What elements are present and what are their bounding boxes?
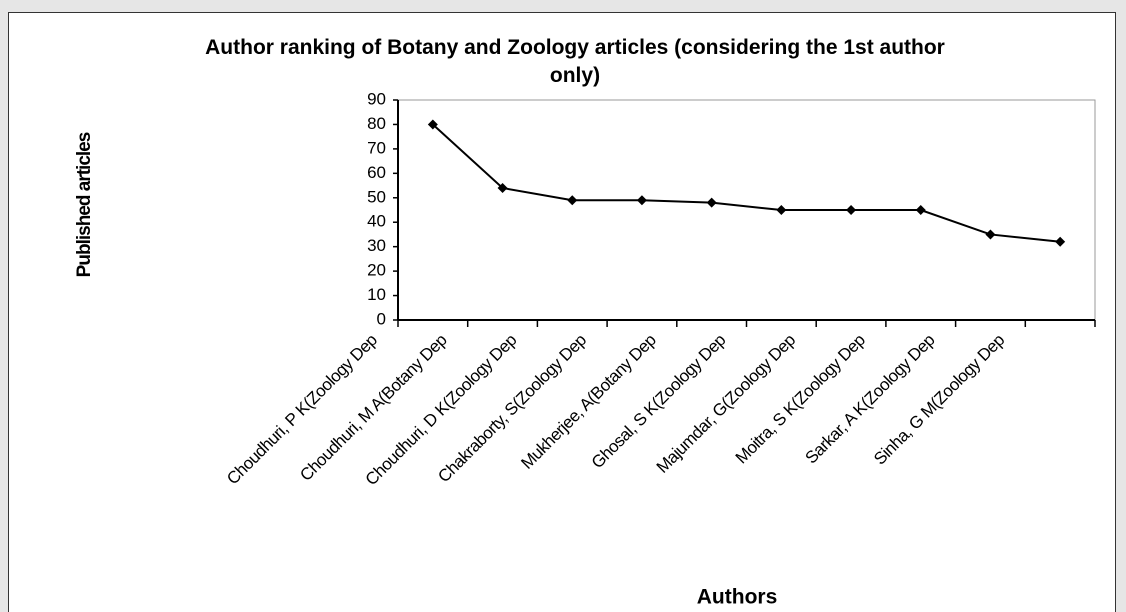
x-axis-label: Authors [697, 586, 778, 609]
y-tick-label: 70 [367, 138, 386, 157]
point-marker [776, 205, 787, 215]
x-tick-label: Ghosal, S K(Zoology Dep [588, 331, 730, 473]
point-marker [985, 229, 996, 240]
y-tick-label: 30 [367, 236, 386, 255]
point-marker [497, 183, 508, 193]
y-tick-label: 50 [367, 187, 386, 206]
point-marker [567, 195, 578, 206]
y-tick-label: 40 [367, 212, 386, 231]
x-tick-label: Majumdar, G(Zoology Dep [653, 331, 799, 477]
point-marker [915, 205, 926, 215]
x-tick-label: Mukherjee, A(Botany Dep [517, 331, 659, 473]
x-tick-label: Moitra, S K(Zoology Dep [732, 331, 869, 468]
y-tick-label: 90 [367, 89, 386, 108]
y-tick-label: 10 [367, 285, 386, 304]
x-tick-label: Sarkar, A K(Zoology Dep [802, 331, 939, 468]
x-tick-label: Choudhuri, M A(Botany Dep [296, 331, 450, 485]
series-line [432, 123, 1061, 243]
point-marker [846, 205, 857, 215]
y-tick-label: 0 [377, 309, 386, 328]
point-marker [636, 195, 647, 206]
x-tick-label: Sinha, G M(Zoology Dep [870, 331, 1008, 469]
point-marker [706, 197, 717, 208]
y-tick-label: 60 [367, 163, 386, 182]
point-marker [1055, 236, 1066, 247]
point-marker [427, 119, 438, 130]
y-tick-label: 80 [367, 114, 386, 133]
x-tick-label: Chakraborty, S(Zoology Dep [434, 331, 590, 487]
plot-area [397, 99, 1096, 321]
y-tick-label: 20 [367, 261, 386, 280]
chart-panel [8, 12, 1116, 612]
y-axis-label: Published articles [74, 132, 95, 277]
chart-title: Author ranking of Botany and Zoology art… [205, 36, 945, 87]
